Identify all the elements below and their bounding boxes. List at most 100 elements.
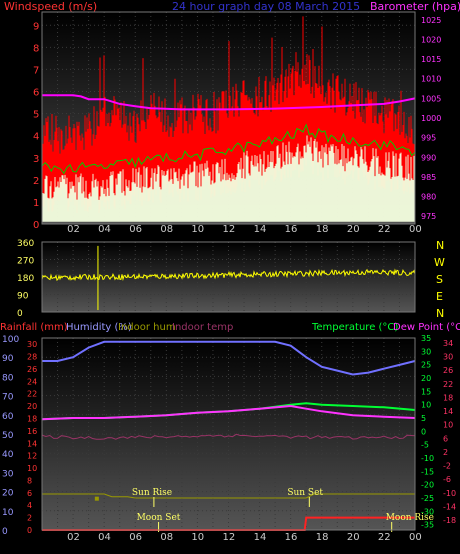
x-tick-label: 02	[67, 224, 80, 235]
indoor-hum-marker	[94, 496, 99, 501]
event-label: Moon Set	[137, 513, 181, 523]
wind-y-tick: 8	[33, 43, 39, 54]
x-tick-label: 14	[254, 224, 267, 235]
windspeed-label: Windspeed (m/s)	[4, 0, 97, 13]
temp-panel-border	[41, 337, 416, 531]
baro-y-tick: 975	[421, 212, 436, 221]
temp-y-tick: 20	[421, 374, 431, 383]
dewpoint-line	[41, 404, 416, 421]
dew-y-tick: 18	[443, 393, 453, 402]
baro-y-tick: 1020	[421, 35, 441, 44]
humidity-y-tick: 50	[2, 431, 14, 441]
x-tick-label: 18	[316, 532, 329, 543]
dew-y-tick: -2	[443, 462, 451, 471]
event-label: Sun Rise	[132, 488, 172, 498]
rain-y-tick: 30	[27, 340, 37, 349]
rain-y-tick: 28	[27, 353, 37, 362]
dew-y-tick: 22	[443, 380, 453, 389]
dew-y-tick: 2	[443, 448, 448, 457]
temp-y-tick: 0	[421, 427, 426, 436]
dew-y-tick: 14	[443, 407, 453, 416]
x-tick-label: 02	[67, 532, 80, 543]
dir-y-tick: 360	[17, 239, 34, 249]
temp-y-tick: 30	[421, 347, 431, 356]
temp-y-tick: 5	[421, 414, 426, 423]
compass-n-top: N	[436, 239, 444, 252]
graph-title: 24 hour graph day 08 March 2015	[172, 0, 360, 13]
x-tick-label: 06	[129, 532, 142, 543]
temp-y-tick: 25	[421, 361, 431, 370]
rain-y-tick: 26	[27, 365, 37, 374]
direction-panel-border	[41, 241, 416, 313]
indoor-temp-label: Indoor temp	[172, 322, 233, 333]
x-tick-label: 14	[254, 532, 267, 543]
event-label: Sun Set	[287, 488, 323, 498]
rain-y-tick: 8	[27, 476, 32, 485]
baro-y-tick: 980	[421, 193, 436, 202]
event-label: Moon Rise	[386, 513, 434, 523]
humidity-y-tick: 90	[2, 354, 14, 364]
x-tick-label: 04	[98, 224, 111, 235]
x-tick-label: 10	[191, 532, 204, 543]
baro-y-tick: 990	[421, 153, 436, 162]
rain-y-tick: 10	[27, 464, 37, 473]
rainfall-label: Rainfall (mm)	[0, 322, 68, 333]
humidity-line	[42, 340, 416, 376]
temp-y-tick: -25	[421, 494, 434, 503]
x-tick-label: 04	[98, 532, 111, 543]
baro-y-tick: 1025	[421, 16, 441, 25]
dew-y-tick: 6	[443, 434, 448, 443]
compass-s: S	[436, 273, 443, 286]
dew-y-tick: -6	[443, 475, 451, 484]
x-tick-label: 16	[285, 224, 298, 235]
temp-y-tick: -5	[421, 441, 429, 450]
temp-y-tick: -20	[421, 481, 434, 490]
rain-y-tick: 18	[27, 415, 37, 424]
rain-y-tick: 22	[27, 390, 37, 399]
x-tick-label: 08	[160, 532, 173, 543]
baro-y-tick: 1005	[421, 94, 441, 103]
rain-y-tick: 12	[27, 452, 37, 461]
temp-y-tick: -30	[421, 507, 434, 516]
wind-y-tick: 1	[33, 198, 39, 209]
wind-y-tick: 7	[33, 65, 39, 76]
x-tick-label: 00	[409, 532, 422, 543]
x-tick-label: 20	[347, 532, 360, 543]
temperature-label: Temperature (°C)	[311, 322, 398, 333]
wind-y-tick: 6	[33, 88, 39, 99]
wind-y-tick: 0	[33, 220, 39, 231]
wind-y-tick: 9	[33, 21, 39, 32]
x-tick-label: 12	[223, 224, 236, 235]
humidity-label: Humidity (%)	[66, 322, 132, 333]
x-tick-label: 06	[129, 224, 142, 235]
rain-y-tick: 16	[27, 427, 37, 436]
wind-direction-line	[41, 268, 416, 282]
rain-y-tick: 24	[27, 377, 37, 386]
rain-y-tick: 20	[27, 402, 37, 411]
humidity-y-tick: 70	[2, 393, 14, 403]
barometer-line	[42, 94, 416, 111]
temp-y-tick: -35	[421, 521, 434, 530]
dew-y-tick: 34	[443, 339, 453, 348]
x-tick-label: 20	[347, 224, 360, 235]
dew-y-tick: -14	[443, 502, 456, 511]
wind-panel-border	[41, 11, 416, 225]
dir-y-tick: 270	[17, 257, 34, 267]
humidity-y-tick: 60	[2, 412, 14, 422]
dew-y-tick: 30	[443, 353, 453, 362]
humidity-y-tick: 40	[2, 450, 14, 460]
temp-y-tick: -15	[421, 467, 434, 476]
indoor-temp-line	[41, 433, 416, 440]
humidity-y-tick: 10	[2, 508, 14, 518]
humidity-y-tick: 100	[2, 335, 19, 345]
temp-y-tick: -10	[421, 454, 434, 463]
rain-y-tick: 4	[27, 501, 32, 510]
dew-y-tick: -10	[443, 489, 456, 498]
temp-y-tick: 35	[421, 334, 431, 343]
dir-y-tick: 90	[17, 292, 29, 302]
x-tick-label: 00	[409, 224, 422, 235]
wind-y-tick: 5	[33, 110, 39, 121]
wind-y-tick: 4	[33, 132, 39, 143]
